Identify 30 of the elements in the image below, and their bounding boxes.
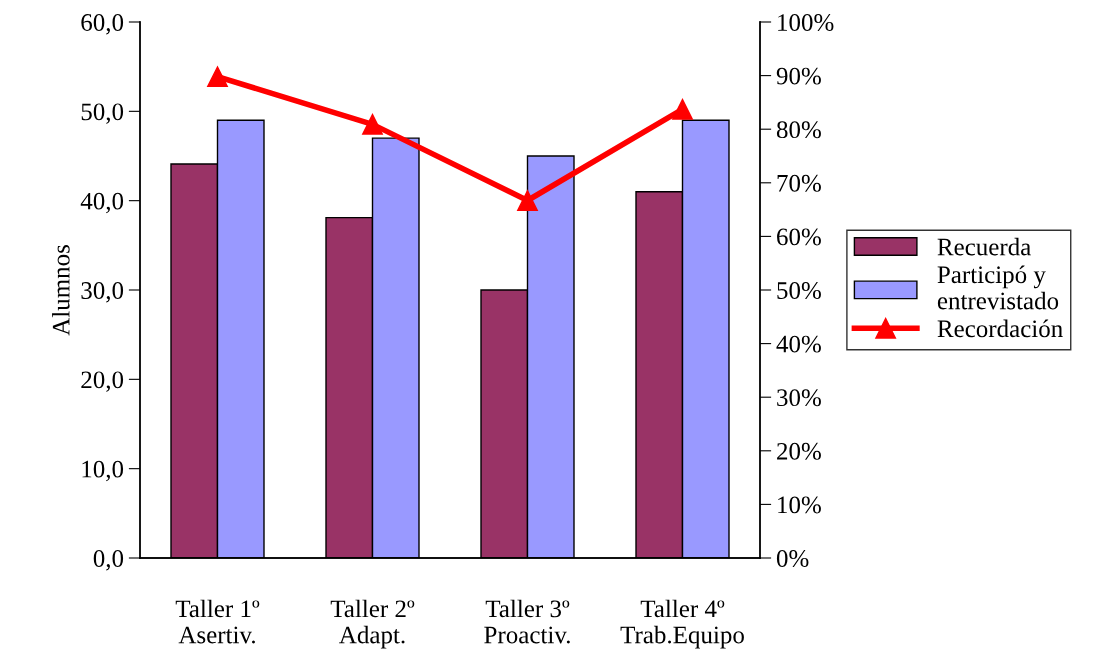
y2-tick-label: 60% xyxy=(777,228,821,246)
y-tick-label: 10,0 xyxy=(82,460,124,482)
y-axis-title: Alumnos xyxy=(52,245,70,336)
x-tick-label: Taller 1º Asertiv. xyxy=(175,599,260,644)
y2-tick-label: 40% xyxy=(776,335,821,353)
legend-label: Recordación xyxy=(937,319,1063,338)
y-tick-label: 50,0 xyxy=(81,103,124,124)
y2-tick-label: 90% xyxy=(776,67,821,85)
y2-tick-label: 20% xyxy=(777,442,821,460)
point xyxy=(207,66,228,88)
x-tick-label: Taller 2º Adapt. xyxy=(330,599,415,649)
legend-label: Participó y entrevistado xyxy=(937,265,1059,310)
y2-tick-label: 30% xyxy=(777,389,821,407)
y-tick-label: 60,0 xyxy=(81,14,124,35)
y-tick-label: 30,0 xyxy=(81,282,124,303)
y-tick-label: 0,0 xyxy=(93,550,124,571)
y2-tick-label: 70% xyxy=(777,174,821,192)
y2-tick-label: 0% xyxy=(776,550,809,567)
y-tick-label: 40,0 xyxy=(80,192,124,214)
y2-tick-label: 50% xyxy=(777,282,821,299)
point xyxy=(517,190,538,211)
point xyxy=(362,113,383,135)
legend-label: Recuerda xyxy=(937,237,1031,256)
y2-tick-label: 10% xyxy=(778,496,821,514)
y-tick-label: 20,0 xyxy=(81,371,124,392)
point xyxy=(672,98,693,120)
y2-tick-label: 100% xyxy=(778,14,834,31)
x-tick-label: Taller 4º Trab.Equipo xyxy=(620,599,744,649)
y2-tick-label: 80% xyxy=(776,121,821,139)
x-tick-label: Taller 3º Proactiv. xyxy=(484,599,570,644)
